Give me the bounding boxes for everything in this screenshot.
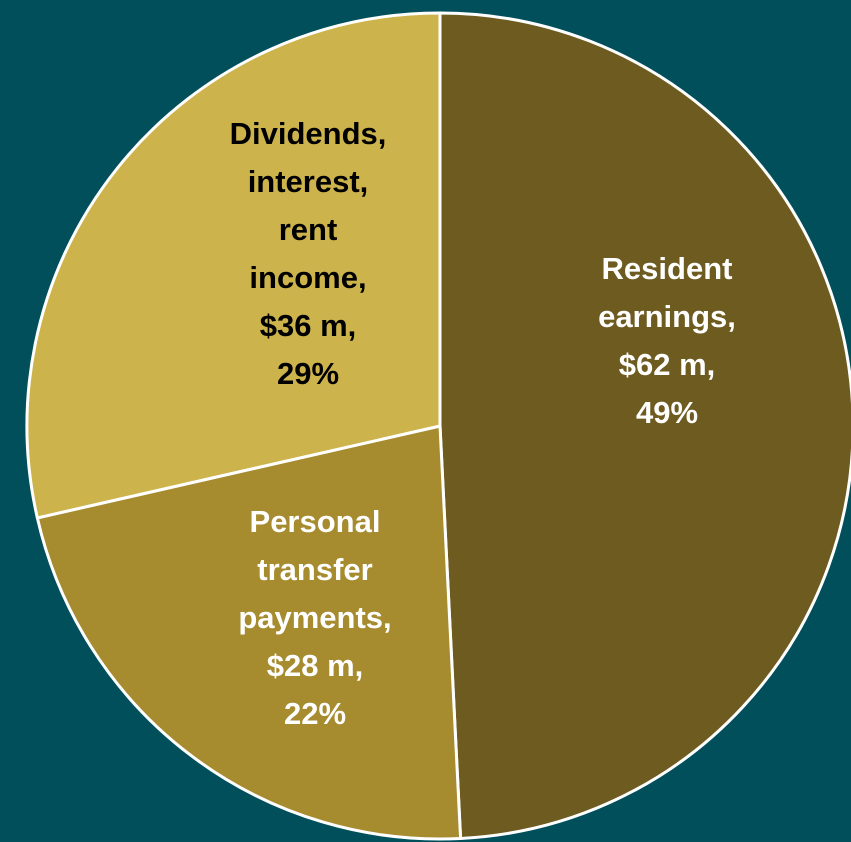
- pie-slice-1: [35, 424, 463, 841]
- slice-label-1-line-3: $28 m,: [267, 648, 364, 683]
- pie-slice-2: [25, 11, 442, 520]
- slice-label-0-line-0: Resident: [602, 251, 733, 286]
- slice-label-2-line-2: rent: [279, 212, 338, 247]
- slice-label-0-line-3: 49%: [636, 395, 698, 430]
- slice-label-2-line-5: 29%: [277, 356, 339, 391]
- slice-label-0: Resident earnings, $62 m, 49%: [598, 251, 736, 430]
- slice-label-0-line-2: $62 m,: [619, 347, 716, 382]
- slice-label-2-line-0: Dividends,: [230, 116, 387, 151]
- pie-slice-0: [438, 11, 851, 840]
- slice-label-1-line-2: payments,: [238, 600, 391, 635]
- slice-label-1-line-0: Personal: [250, 504, 381, 539]
- slice-label-2-line-3: income,: [249, 260, 366, 295]
- slice-label-2-line-1: interest,: [248, 164, 369, 199]
- slice-label-1-line-4: 22%: [284, 696, 346, 731]
- slice-label-2: Dividends, interest, rent income, $36 m, 29%: [230, 116, 387, 391]
- slice-label-1-line-1: transfer: [257, 552, 372, 587]
- slice-label-1: Personal transfer payments, $28 m, 22%: [238, 504, 391, 731]
- slice-label-0-line-1: earnings,: [598, 299, 736, 334]
- slice-label-2-line-4: $36 m,: [260, 308, 357, 343]
